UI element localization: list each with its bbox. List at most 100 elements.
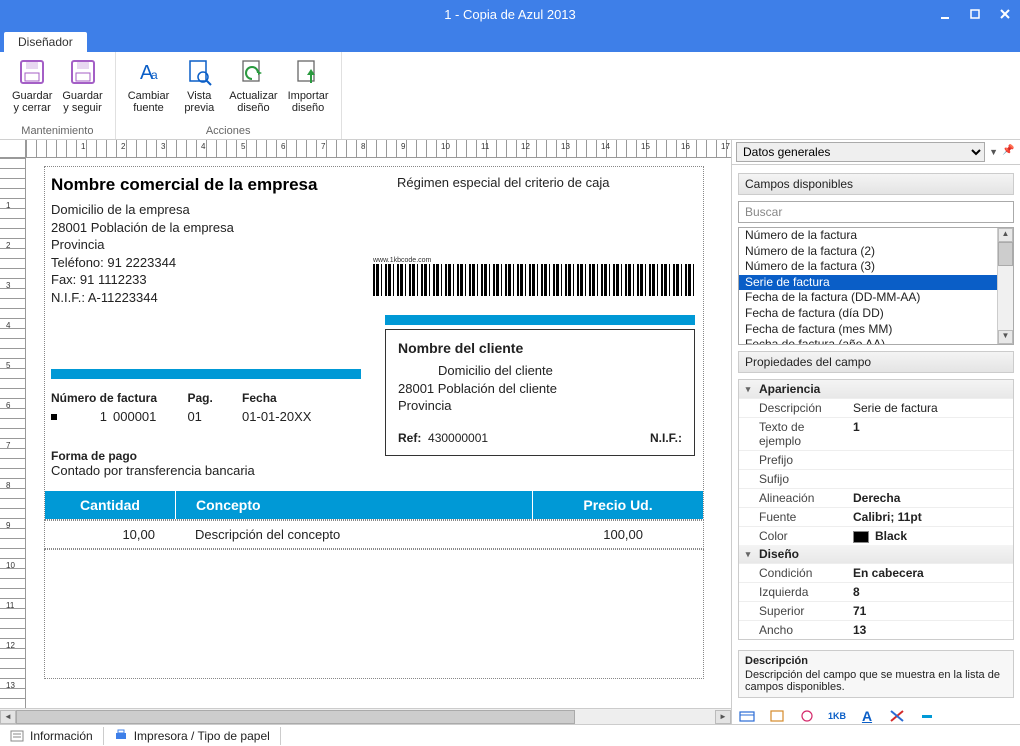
prop-sufijo[interactable] xyxy=(849,470,1013,488)
group-apariencia[interactable]: ▾Apariencia xyxy=(739,380,1013,398)
footer-section[interactable] xyxy=(44,549,704,679)
close-button[interactable] xyxy=(990,0,1020,28)
field-list-item[interactable]: Serie de factura xyxy=(739,275,1013,291)
client-nif-label[interactable]: N.I.F.: xyxy=(650,431,682,445)
field-list-item[interactable]: Número de la factura xyxy=(739,228,1013,244)
cell-concept[interactable]: Descripción del concepto xyxy=(175,527,533,542)
date-value[interactable]: 01-01-20XX xyxy=(242,407,359,426)
available-fields-title: Campos disponibles xyxy=(738,173,1014,195)
dropdown-caret-icon[interactable]: ▼ xyxy=(989,147,998,157)
field-list-item[interactable]: Número de la factura (2) xyxy=(739,244,1013,260)
prop-ancho[interactable]: 13 xyxy=(849,621,1013,639)
save-close-button[interactable]: Guardary cerrar xyxy=(8,54,56,123)
property-grid[interactable]: ▾Apariencia DescripciónSerie de factura … xyxy=(738,379,1014,640)
preview-button[interactable]: Vistaprevia xyxy=(175,54,223,123)
header-section[interactable]: Nombre comercial de la empresa Domicilio… xyxy=(44,166,704,520)
field-list-item[interactable]: Fecha de factura (mes MM) xyxy=(739,322,1013,338)
bottom-bar: Información Impresora / Tipo de papel xyxy=(0,724,1020,746)
company-address[interactable]: Domicilio de la empresa xyxy=(51,201,697,219)
detail-section[interactable]: 10,00 Descripción del concepto 100,00 xyxy=(44,520,704,549)
prop-izquierda[interactable]: 8 xyxy=(849,583,1013,601)
client-province[interactable]: Provincia xyxy=(398,397,682,415)
scroll-right-arrow[interactable]: ► xyxy=(715,710,731,724)
ruler-mark: 8 xyxy=(6,481,10,490)
blue-bar-client[interactable] xyxy=(385,315,695,325)
list-scroll-thumb[interactable] xyxy=(998,242,1013,266)
ruler-mark: 13 xyxy=(6,681,15,690)
list-scrollbar[interactable]: ▲ ▼ xyxy=(997,228,1013,344)
prop-prefijo[interactable] xyxy=(849,451,1013,469)
payment-value[interactable]: Contado por transferencia bancaria xyxy=(51,463,359,478)
ruler-mark: 10 xyxy=(6,561,15,570)
field-list-item[interactable]: Número de la factura (3) xyxy=(739,259,1013,275)
save-continue-button[interactable]: Guardary seguir xyxy=(58,54,106,123)
client-name[interactable]: Nombre del cliente xyxy=(398,340,682,356)
search-input[interactable]: Buscar xyxy=(738,201,1014,223)
prop-color[interactable]: Black xyxy=(849,527,1013,545)
field-list-item[interactable]: Fecha de factura (día DD) xyxy=(739,306,1013,322)
description-title: Descripción xyxy=(745,655,1007,667)
horizontal-ruler: 1234567891011121314151617 xyxy=(26,140,731,158)
horizontal-scrollbar[interactable]: ◄ ► xyxy=(0,708,731,724)
caret-down-icon: ▾ xyxy=(743,384,753,395)
fields-listbox[interactable]: Número de la facturaNúmero de la factura… xyxy=(738,227,1014,345)
client-ref-value[interactable]: 430000001 xyxy=(428,431,488,445)
minimize-button[interactable] xyxy=(930,0,960,28)
pin-icon[interactable]: 📌 xyxy=(1002,145,1016,159)
prop-alineacion[interactable]: Derecha xyxy=(849,489,1013,507)
tool-icon-3[interactable] xyxy=(798,708,816,724)
group-diseno[interactable]: ▾Diseño xyxy=(739,545,1013,563)
ruler-mark: 6 xyxy=(6,401,10,410)
cell-quantity[interactable]: 10,00 xyxy=(45,527,175,542)
change-font-button[interactable]: AaCambiarfuente xyxy=(124,54,174,123)
selection-handle[interactable] xyxy=(51,414,57,420)
properties-pane: Datos generales ▼ 📌 Campos disponibles B… xyxy=(732,140,1020,724)
client-address[interactable]: Domicilio del cliente xyxy=(398,362,682,380)
tool-icon-1[interactable] xyxy=(738,708,756,724)
regimen-text[interactable]: Régimen especial del criterio de caja xyxy=(397,175,609,190)
data-group-dropdown[interactable]: Datos generales xyxy=(736,142,985,162)
tool-icon-7[interactable] xyxy=(918,708,936,724)
design-canvas[interactable]: Nombre comercial de la empresa Domicilio… xyxy=(26,158,731,708)
tool-icon-2[interactable] xyxy=(768,708,786,724)
info-icon xyxy=(10,729,24,743)
tool-icon-5[interactable]: A xyxy=(858,708,876,724)
import-design-button[interactable]: Importardiseño xyxy=(284,54,333,123)
tab-information[interactable]: Información xyxy=(0,727,104,745)
prop-descripcion[interactable]: Serie de factura xyxy=(849,399,1013,417)
title-bar: 1 - Copia de Azul 2013 xyxy=(0,0,1020,28)
client-zipcity[interactable]: 28001 Población del cliente xyxy=(398,380,682,398)
prop-condicion[interactable]: En cabecera xyxy=(849,564,1013,582)
maximize-button[interactable] xyxy=(960,0,990,28)
company-province[interactable]: Provincia xyxy=(51,236,697,254)
ruler-mark: 7 xyxy=(321,142,325,151)
prop-superior[interactable]: 71 xyxy=(849,602,1013,620)
svg-text:a: a xyxy=(151,68,158,82)
company-zipcity[interactable]: 28001 Población de la empresa xyxy=(51,219,697,237)
scroll-left-arrow[interactable]: ◄ xyxy=(0,710,16,724)
client-box[interactable]: Nombre del cliente Domicilio del cliente… xyxy=(385,329,695,456)
cell-price[interactable]: 100,00 xyxy=(533,527,703,542)
blue-bar-meta[interactable] xyxy=(51,369,361,379)
scroll-down-arrow[interactable]: ▼ xyxy=(998,330,1013,344)
invoice-number-field[interactable]: 000001 xyxy=(113,409,156,424)
field-list-item[interactable]: Fecha de la factura (DD-MM-AA) xyxy=(739,290,1013,306)
window-buttons xyxy=(930,0,1020,28)
page-value[interactable]: 01 xyxy=(187,407,242,426)
tab-designer[interactable]: Diseñador xyxy=(4,32,87,52)
tab-printer[interactable]: Impresora / Tipo de papel xyxy=(104,727,281,745)
barcode-box[interactable]: www.1kbcode.com xyxy=(373,257,695,296)
vertical-ruler: 1234567891011121314 xyxy=(0,158,26,708)
field-list-item[interactable]: Fecha de factura (año AA) xyxy=(739,337,1013,345)
invoice-serie-field[interactable]: 1 xyxy=(63,409,107,424)
ribbon: Guardary cerrarGuardary seguirMantenimie… xyxy=(0,52,1020,140)
prop-ejemplo[interactable]: 1 xyxy=(849,418,1013,450)
ruler-mark: 9 xyxy=(6,521,10,530)
ruler-mark: 12 xyxy=(6,641,15,650)
update-design-button[interactable]: Actualizardiseño xyxy=(225,54,281,123)
tool-icon-4[interactable]: 1KB xyxy=(828,708,846,724)
prop-fuente[interactable]: Calibri; 11pt xyxy=(849,508,1013,526)
scroll-thumb[interactable] xyxy=(16,710,575,724)
tool-icon-6[interactable] xyxy=(888,708,906,724)
scroll-up-arrow[interactable]: ▲ xyxy=(998,228,1013,242)
